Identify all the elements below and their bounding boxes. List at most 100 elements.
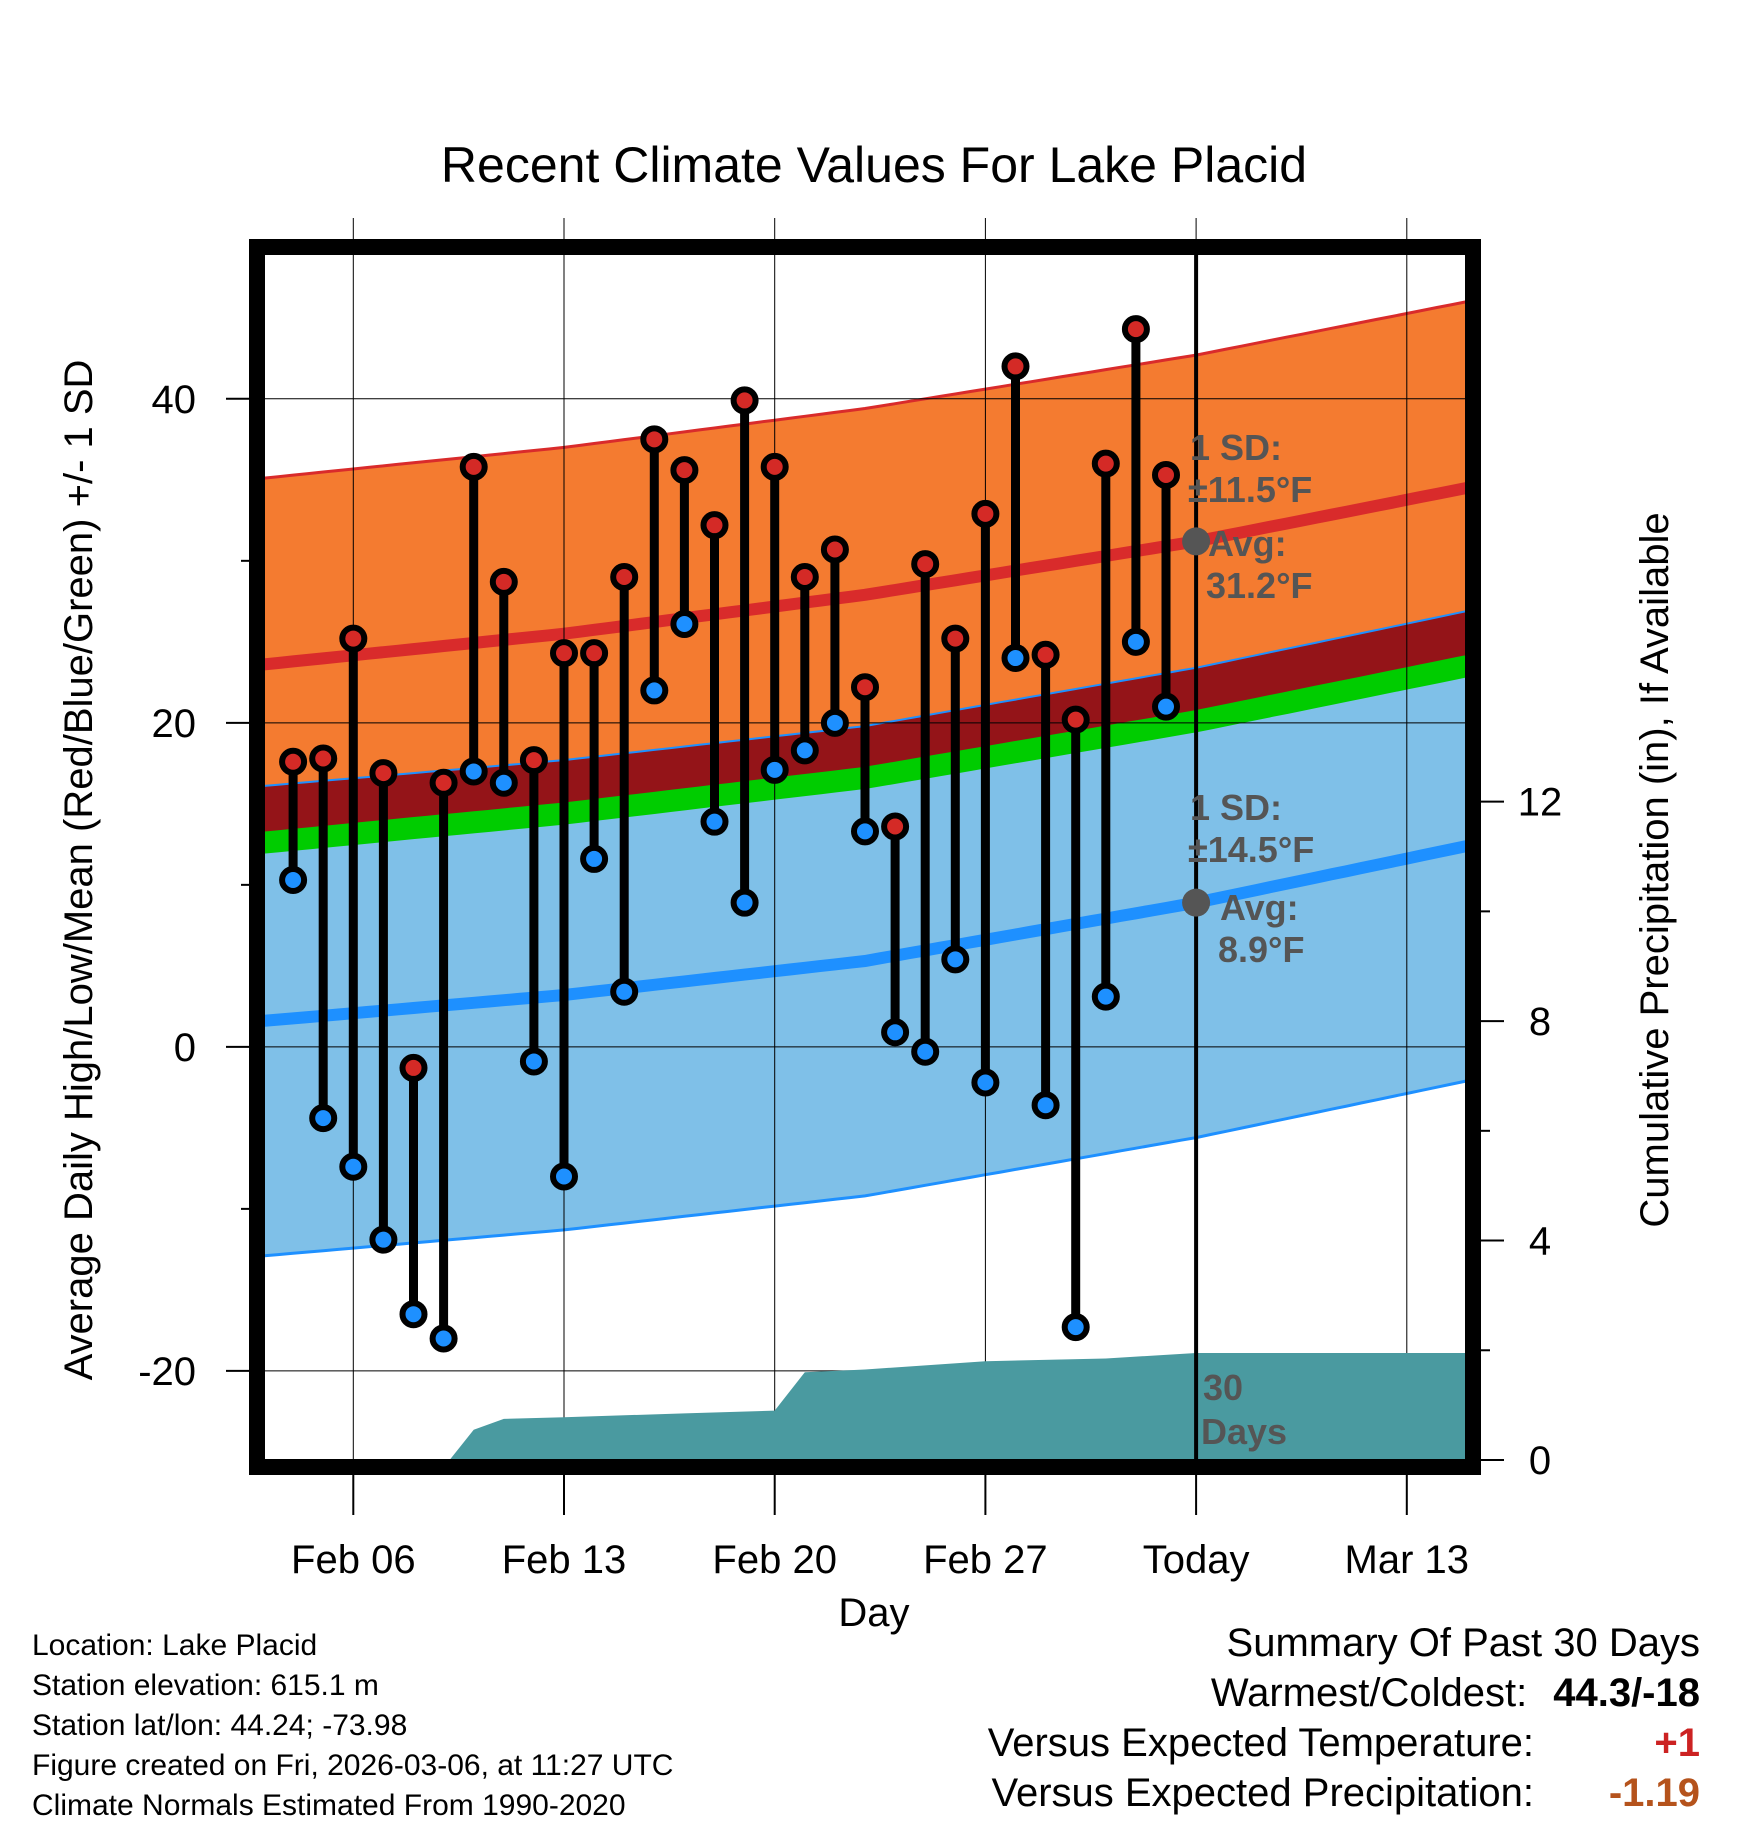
- low-avg-label: Avg:: [1220, 887, 1299, 928]
- y2-tick-label: 8: [1529, 1000, 1551, 1044]
- precip-departure-value: -1.19: [1608, 1771, 1700, 1815]
- summary-title-row: Summary Of Past 30 Days: [988, 1618, 1700, 1668]
- daily-high-dot: [309, 744, 338, 773]
- elevation-text: Station elevation: 615.1 m: [32, 1669, 379, 1702]
- warmest-coldest-row: Warmest/Coldest: 44.3/-18: [988, 1668, 1700, 1718]
- y-tick-label: 40: [152, 378, 197, 422]
- daily-high-dot: [790, 563, 819, 592]
- normals-text: Climate Normals Estimated From 1990-2020: [32, 1789, 626, 1822]
- daily-high-dot: [519, 746, 548, 775]
- x-tick-label: Feb 20: [712, 1538, 837, 1582]
- daily-high-dot: [1061, 705, 1090, 734]
- high-sd-value: ±11.5°F: [1188, 469, 1312, 510]
- precip-layer: [263, 253, 1467, 1460]
- x-axis-title: Day: [838, 1591, 909, 1635]
- warmest-coldest-value: 44.3/-18: [1553, 1671, 1700, 1715]
- daily-low-dot: [489, 768, 518, 797]
- temp-departure-row: Versus Expected Temperature: +1: [988, 1718, 1700, 1768]
- daily-high-dot: [760, 452, 789, 481]
- high-avg-value: 31.2°F: [1206, 565, 1312, 606]
- daily-low-dot: [610, 977, 639, 1006]
- y2-tick-label: 12: [1518, 781, 1563, 825]
- daily-low-dot: [550, 1162, 578, 1191]
- daily-low-dot: [519, 1047, 548, 1076]
- daily-high-dot: [459, 452, 488, 481]
- daily-high-dot: [399, 1053, 428, 1082]
- daily-low-dot: [911, 1037, 940, 1066]
- normal-high-line: [262, 482, 1469, 671]
- daily-low-dot: [730, 888, 759, 917]
- observations: [279, 315, 1180, 1353]
- daily-high-dot: [1031, 640, 1060, 669]
- daily-low-dot: [399, 1300, 428, 1329]
- y2-axis-title: Cumulative Precipitation (in), If Availa…: [1633, 512, 1677, 1227]
- chart-title: Recent Climate Values For Lake Placid: [441, 137, 1307, 193]
- daily-low-dot: [279, 865, 308, 894]
- daily-high-dot: [700, 511, 729, 540]
- daily-low-dot: [851, 817, 879, 846]
- daily-low-dot: [790, 736, 819, 765]
- daily-low-dot: [369, 1225, 398, 1254]
- x-tick-label: Mar 13: [1345, 1538, 1470, 1582]
- normal-low-line: [262, 840, 1469, 1027]
- low-lower-line: [262, 1079, 1468, 1258]
- days-label: Days: [1201, 1411, 1287, 1452]
- daily-high-dot: [941, 624, 970, 653]
- daily-high-dot: [640, 425, 669, 454]
- daily-high-dot: [580, 639, 609, 668]
- daily-low-dot: [459, 757, 488, 786]
- daily-high-dot: [730, 386, 759, 415]
- daily-high-dot: [1091, 449, 1120, 478]
- daily-high-dot: [429, 768, 458, 797]
- x-tick-label: Feb 13: [502, 1538, 627, 1582]
- daily-high-dot: [851, 673, 879, 702]
- latlon-text: Station lat/lon: 44.24; -73.98: [32, 1709, 408, 1742]
- low-avg-value: 8.9°F: [1218, 929, 1304, 970]
- summary-panel: Summary Of Past 30 Days Warmest/Coldest:…: [988, 1618, 1700, 1818]
- daily-high-dot: [1152, 460, 1180, 489]
- daily-low-dot: [339, 1152, 368, 1181]
- y-axis-title: Average Daily High/Low/Mean (Red/Blue/Gr…: [57, 360, 101, 1381]
- daily-low-dot: [1001, 644, 1030, 673]
- precip-departure-row: Versus Expected Precipitation: -1.19: [988, 1768, 1700, 1818]
- y2-tick-label: 4: [1529, 1220, 1551, 1264]
- daily-low-dot: [309, 1104, 338, 1133]
- x-tick-label: Feb 06: [291, 1538, 416, 1582]
- daily-high-dot: [610, 563, 639, 592]
- x-tick-label: Today: [1143, 1538, 1250, 1582]
- low-sd-label: 1 SD:: [1190, 787, 1282, 828]
- daily-low-dot: [820, 708, 849, 737]
- daily-low-dot: [640, 676, 669, 705]
- plot-frame: [249, 239, 1481, 1475]
- station-info: Location: Lake Placid Station elevation:…: [32, 1626, 673, 1826]
- days-number: 30: [1203, 1367, 1243, 1408]
- warmest-coldest-label: Warmest/Coldest:: [1210, 1671, 1528, 1715]
- low-sd-value: ±14.5°F: [1188, 829, 1314, 870]
- created-text: Figure created on Fri, 2026-03-06, at 11…: [32, 1749, 674, 1782]
- precip-area: [263, 1353, 1467, 1460]
- daily-low-dot: [670, 610, 699, 639]
- y-tick-label: 20: [152, 702, 197, 746]
- daily-low-dot: [1121, 627, 1150, 656]
- low-avg-marker: [1182, 888, 1211, 917]
- y-tick-label: -20: [138, 1350, 196, 1394]
- daily-high-dot: [489, 567, 518, 596]
- temp-departure-value: +1: [1654, 1721, 1700, 1765]
- precip-departure-label: Versus Expected Precipitation:: [991, 1771, 1534, 1815]
- high-sd-label: 1 SD:: [1190, 427, 1282, 468]
- daily-high-dot: [1121, 315, 1150, 344]
- x-tick-label: Feb 27: [923, 1538, 1048, 1582]
- daily-low-dot: [941, 945, 970, 974]
- y-tick-label: 0: [174, 1026, 196, 1070]
- daily-high-dot: [670, 456, 699, 485]
- daily-high-dot: [881, 812, 910, 841]
- daily-low-dot: [429, 1324, 458, 1353]
- daily-low-dot: [1061, 1313, 1090, 1342]
- location-text: Location: Lake Placid: [32, 1629, 318, 1662]
- daily-low-dot: [971, 1068, 1000, 1097]
- daily-low-dot: [1091, 982, 1120, 1011]
- daily-low-dot: [1152, 692, 1180, 721]
- daily-high-dot: [820, 535, 849, 564]
